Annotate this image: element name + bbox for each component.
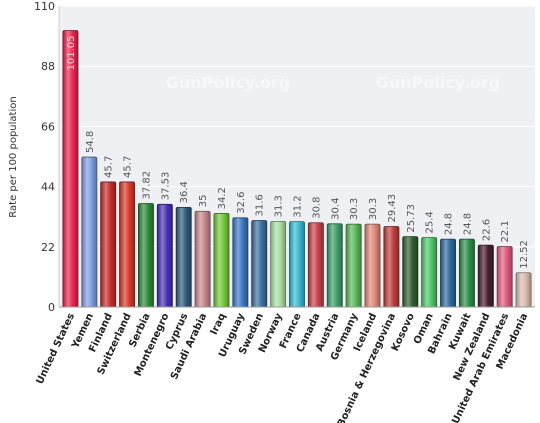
y-tick-label: 44 (41, 181, 55, 194)
data-label: 45.7 (104, 156, 115, 178)
bar (62, 30, 79, 308)
bar (326, 223, 343, 308)
bar (156, 203, 173, 308)
data-label: 34.2 (217, 187, 228, 209)
data-label: 101.05 (66, 35, 77, 70)
watermark-text: GunPolicy.org (376, 73, 500, 92)
y-tick-labels: 0 22 44 66 88 110 (34, 0, 55, 314)
y-tick-label: 22 (41, 241, 55, 254)
data-label: 30.8 (311, 196, 322, 218)
y-tick-label: 0 (48, 301, 55, 314)
category-label: Iraq (209, 312, 229, 337)
data-label: 37.53 (160, 172, 171, 201)
bar (289, 221, 305, 308)
data-label: 32.6 (236, 192, 247, 214)
data-label: 36.4 (179, 181, 190, 203)
data-label: 35 (198, 194, 209, 207)
bar (496, 246, 513, 308)
data-label: 37.82 (141, 171, 152, 200)
data-label: 30.4 (330, 198, 341, 220)
data-label: 31.3 (274, 195, 285, 217)
data-label: 31.2 (293, 195, 304, 217)
bar (213, 213, 230, 308)
bar (345, 223, 362, 308)
bar (270, 220, 287, 308)
bar (458, 238, 475, 308)
bar (194, 210, 211, 308)
data-labels: 101.05 54.8 45.7 45.7 37.82 37.53 36.4 35 34.2 32… (66, 35, 530, 268)
bar (119, 181, 136, 308)
watermark-group: GunPolicy.org GunPolicy.org (166, 73, 500, 92)
data-label: 22.1 (500, 220, 511, 242)
data-label: 24.8 (462, 213, 473, 235)
bar (81, 156, 98, 308)
bars (62, 30, 532, 308)
bar (402, 236, 419, 308)
bar (383, 226, 400, 308)
bar (232, 217, 249, 308)
data-label: 31.6 (255, 194, 266, 216)
data-label: 24.8 (444, 213, 455, 235)
y-axis-label: Rate per 100 population (8, 96, 19, 217)
y-tick-label: 110 (34, 0, 55, 13)
data-label: 29.43 (387, 194, 398, 223)
bar (175, 206, 192, 308)
category-labels: United StatesYemenFinlandSwitzerlandSerb… (35, 311, 531, 423)
category-label: United States (35, 312, 78, 387)
bar (138, 203, 154, 308)
watermark-text: GunPolicy.org (166, 73, 290, 92)
bar (307, 222, 324, 308)
bar (440, 238, 456, 308)
data-label: 45.7 (123, 156, 134, 178)
data-label: 25.73 (406, 204, 417, 233)
bar (477, 244, 494, 308)
bar (251, 220, 268, 308)
bar (100, 181, 117, 308)
data-label: 25.4 (425, 211, 436, 233)
bar (515, 272, 532, 308)
y-tick-label: 88 (41, 60, 55, 73)
data-label: 54.8 (85, 131, 96, 153)
bar (421, 237, 438, 308)
data-label: 30.3 (349, 198, 360, 220)
data-label: 12.52 (519, 240, 530, 269)
data-label: 30.3 (368, 198, 379, 220)
data-label: 22.6 (481, 219, 492, 241)
bar (364, 223, 381, 308)
y-tick-label: 66 (41, 120, 55, 133)
